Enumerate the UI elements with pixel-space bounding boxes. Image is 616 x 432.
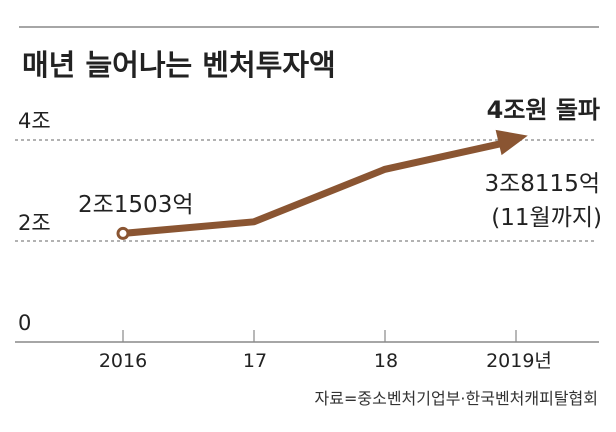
ytick-label-2: 2조 [18, 211, 51, 235]
ytick-label-0: 0 [18, 311, 31, 335]
start-value-label: 2조1503억 [78, 192, 194, 218]
data-point-2016 [116, 226, 130, 240]
xtick-label-2016: 2016 [99, 350, 147, 372]
xtick-label-2017: 17 [243, 350, 267, 372]
end-value-label: 3조8115억 [485, 171, 601, 197]
end-note-label: (11월까지) [491, 205, 602, 231]
chart-title: 매년 늘어나는 벤처투자액 [22, 48, 336, 82]
series-line [122, 140, 503, 237]
xtick-label-2018: 18 [374, 350, 398, 372]
headline-label: 4조원 돌파 [487, 96, 600, 124]
arrowhead [495, 129, 528, 156]
xtick-label-2019: 2019년 [486, 350, 552, 372]
source-note: 자료=중소벤처기업부·한국벤처캐피탈협회 [315, 389, 598, 408]
ytick-label-4: 4조 [18, 109, 51, 133]
